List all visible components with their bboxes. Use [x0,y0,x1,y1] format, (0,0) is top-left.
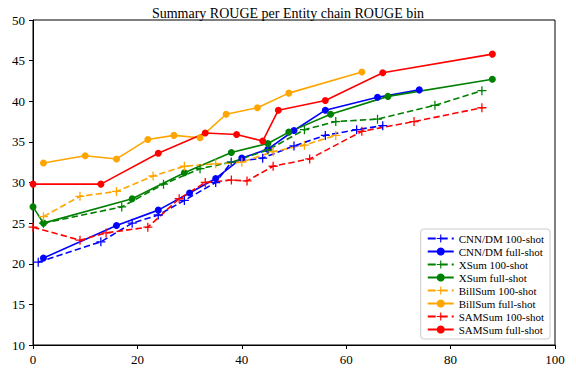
svg-text:50: 50 [12,13,25,28]
svg-text:45: 45 [12,53,25,68]
svg-text:XSum full-shot: XSum full-shot [459,272,527,284]
svg-text:20: 20 [12,256,25,271]
svg-text:100: 100 [545,352,565,367]
svg-text:40: 40 [12,94,25,109]
svg-text:0: 0 [30,352,37,367]
svg-text:60: 60 [340,352,353,367]
svg-text:20: 20 [131,352,144,367]
svg-text:40: 40 [235,352,248,367]
svg-text:CNN/DM 100-shot: CNN/DM 100-shot [459,233,544,245]
svg-text:SAMSum 100-shot: SAMSum 100-shot [459,311,544,323]
svg-text:15: 15 [12,297,25,312]
svg-text:80: 80 [444,352,457,367]
svg-text:SAMSum full-shot: SAMSum full-shot [459,324,543,336]
svg-text:35: 35 [12,134,25,149]
svg-text:BillSum full-shot: BillSum full-shot [459,298,536,310]
svg-text:BillSum 100-shot: BillSum 100-shot [459,285,537,297]
svg-text:CNN/DM full-shot: CNN/DM full-shot [459,246,543,258]
svg-text:Summary ROUGE per Entity chain: Summary ROUGE per Entity chain ROUGE bin [152,6,424,21]
svg-text:30: 30 [12,175,25,190]
svg-text:XSum 100-shot: XSum 100-shot [459,259,528,271]
svg-text:25: 25 [12,216,25,231]
svg-text:10: 10 [12,338,25,353]
